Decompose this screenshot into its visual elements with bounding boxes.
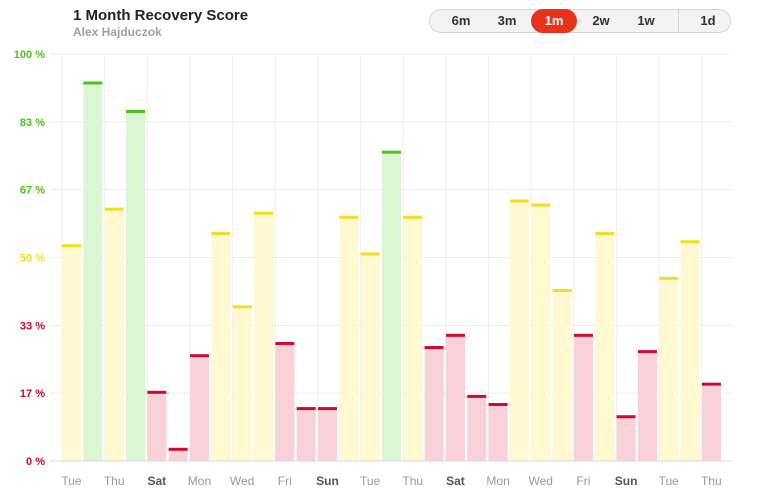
recovery-bar	[83, 82, 103, 462]
recovery-bar-top	[403, 215, 423, 219]
recovery-bar	[637, 351, 657, 461]
recovery-bar-top	[168, 447, 188, 451]
x-tick-label: Wed	[529, 474, 553, 488]
x-tick-label: Mon	[486, 474, 509, 488]
x-tick-label: Tue	[659, 474, 680, 488]
recovery-bar	[296, 408, 316, 461]
recovery-bar-top	[445, 333, 465, 337]
recovery-bar	[275, 342, 295, 461]
user-name: Alex Hajduczok	[73, 25, 162, 39]
y-tick-label: 67 %	[20, 185, 45, 197]
recovery-bar	[488, 404, 508, 461]
recovery-bar	[403, 216, 423, 461]
recovery-bar-top	[488, 403, 508, 407]
recovery-bar	[509, 200, 529, 461]
recovery-bar	[701, 383, 721, 461]
y-tick-label: 100 %	[14, 49, 45, 61]
recovery-bar-top	[125, 109, 145, 113]
recovery-bar	[147, 391, 167, 461]
range-button-6m[interactable]: 6m	[451, 13, 471, 28]
time-range-selector: 6m 3m 1m 2w 1w 1d	[429, 9, 731, 33]
x-tick-label: Mon	[188, 474, 211, 488]
recovery-bar-top	[531, 203, 551, 207]
recovery-bar	[445, 334, 465, 461]
recovery-bar-top	[680, 240, 700, 244]
range-button-3m[interactable]: 3m	[497, 13, 517, 28]
x-tick-label: Fri	[278, 474, 292, 488]
recovery-bar-top	[83, 81, 103, 85]
recovery-bar-top	[211, 232, 231, 236]
recovery-bar	[211, 233, 231, 461]
y-tick-label: 33 %	[20, 320, 45, 332]
recovery-bar	[424, 347, 444, 461]
recovery-bar	[659, 277, 679, 461]
recovery-bar-top	[296, 407, 316, 411]
recovery-bar-top	[701, 382, 721, 386]
recovery-bar	[317, 408, 337, 461]
recovery-bar-top	[424, 346, 444, 350]
x-tick-label: Thu	[402, 474, 423, 488]
recovery-bar	[573, 334, 593, 461]
recovery-bar-top	[317, 407, 337, 411]
recovery-bar	[467, 395, 487, 461]
recovery-bar-top	[232, 305, 252, 309]
x-tick-label: Sat	[147, 474, 166, 488]
recovery-bar	[168, 448, 188, 461]
recovery-bar-top	[275, 341, 295, 345]
recovery-bar-top	[659, 276, 679, 280]
recovery-bar	[253, 212, 273, 461]
recovery-bar	[232, 306, 252, 461]
recovery-bar	[125, 110, 145, 461]
recovery-bar-top	[104, 207, 124, 211]
range-button-1d[interactable]: 1d	[700, 13, 716, 28]
range-button-1m[interactable]: 1m	[531, 9, 577, 33]
y-tick-label: 83 %	[20, 117, 45, 129]
recovery-bar-top	[616, 415, 636, 419]
recovery-bar-top	[467, 394, 487, 398]
recovery-bar-top	[253, 211, 273, 215]
recovery-bar	[531, 204, 551, 461]
x-tick-label: Tue	[360, 474, 381, 488]
recovery-bar-top	[360, 252, 380, 256]
recovery-bar	[189, 355, 209, 461]
x-tick-label: Sun	[615, 474, 638, 488]
x-tick-label: Fri	[576, 474, 590, 488]
range-button-2w[interactable]: 2w	[592, 13, 610, 28]
y-tick-label: 0 %	[26, 456, 45, 468]
recovery-bar	[680, 241, 700, 461]
x-tick-label: Wed	[230, 474, 254, 488]
recovery-bar	[62, 245, 81, 461]
range-button-1w[interactable]: 1w	[637, 13, 655, 28]
x-tick-label: Thu	[104, 474, 125, 488]
x-tick-label: Sun	[316, 474, 339, 488]
recovery-bar-top	[381, 150, 401, 154]
recovery-bar-top	[509, 199, 529, 203]
x-tick-label: Thu	[701, 474, 722, 488]
recovery-bar-top	[189, 354, 209, 358]
recovery-bar	[552, 290, 572, 461]
recovery-bar	[104, 208, 124, 461]
recovery-bar	[616, 416, 636, 461]
recovery-bar-top	[552, 289, 572, 293]
recovery-bar-top	[339, 215, 359, 219]
recovery-bar	[381, 151, 401, 461]
recovery-bar	[339, 216, 359, 461]
recovery-bar-top	[147, 390, 167, 394]
recovery-bar-top	[62, 244, 81, 248]
y-tick-label: 50 %	[20, 253, 45, 265]
recovery-bar-top	[573, 333, 593, 337]
recovery-bar-top	[595, 232, 615, 236]
x-tick-label: Sat	[446, 474, 465, 488]
range-separator	[678, 10, 679, 32]
y-tick-label: 17 %	[20, 388, 45, 400]
recovery-bar	[595, 233, 615, 461]
chart-title: 1 Month Recovery Score	[73, 7, 249, 24]
recovery-bar-top	[637, 350, 657, 354]
recovery-bar	[360, 253, 380, 461]
x-tick-label: Tue	[61, 474, 82, 488]
